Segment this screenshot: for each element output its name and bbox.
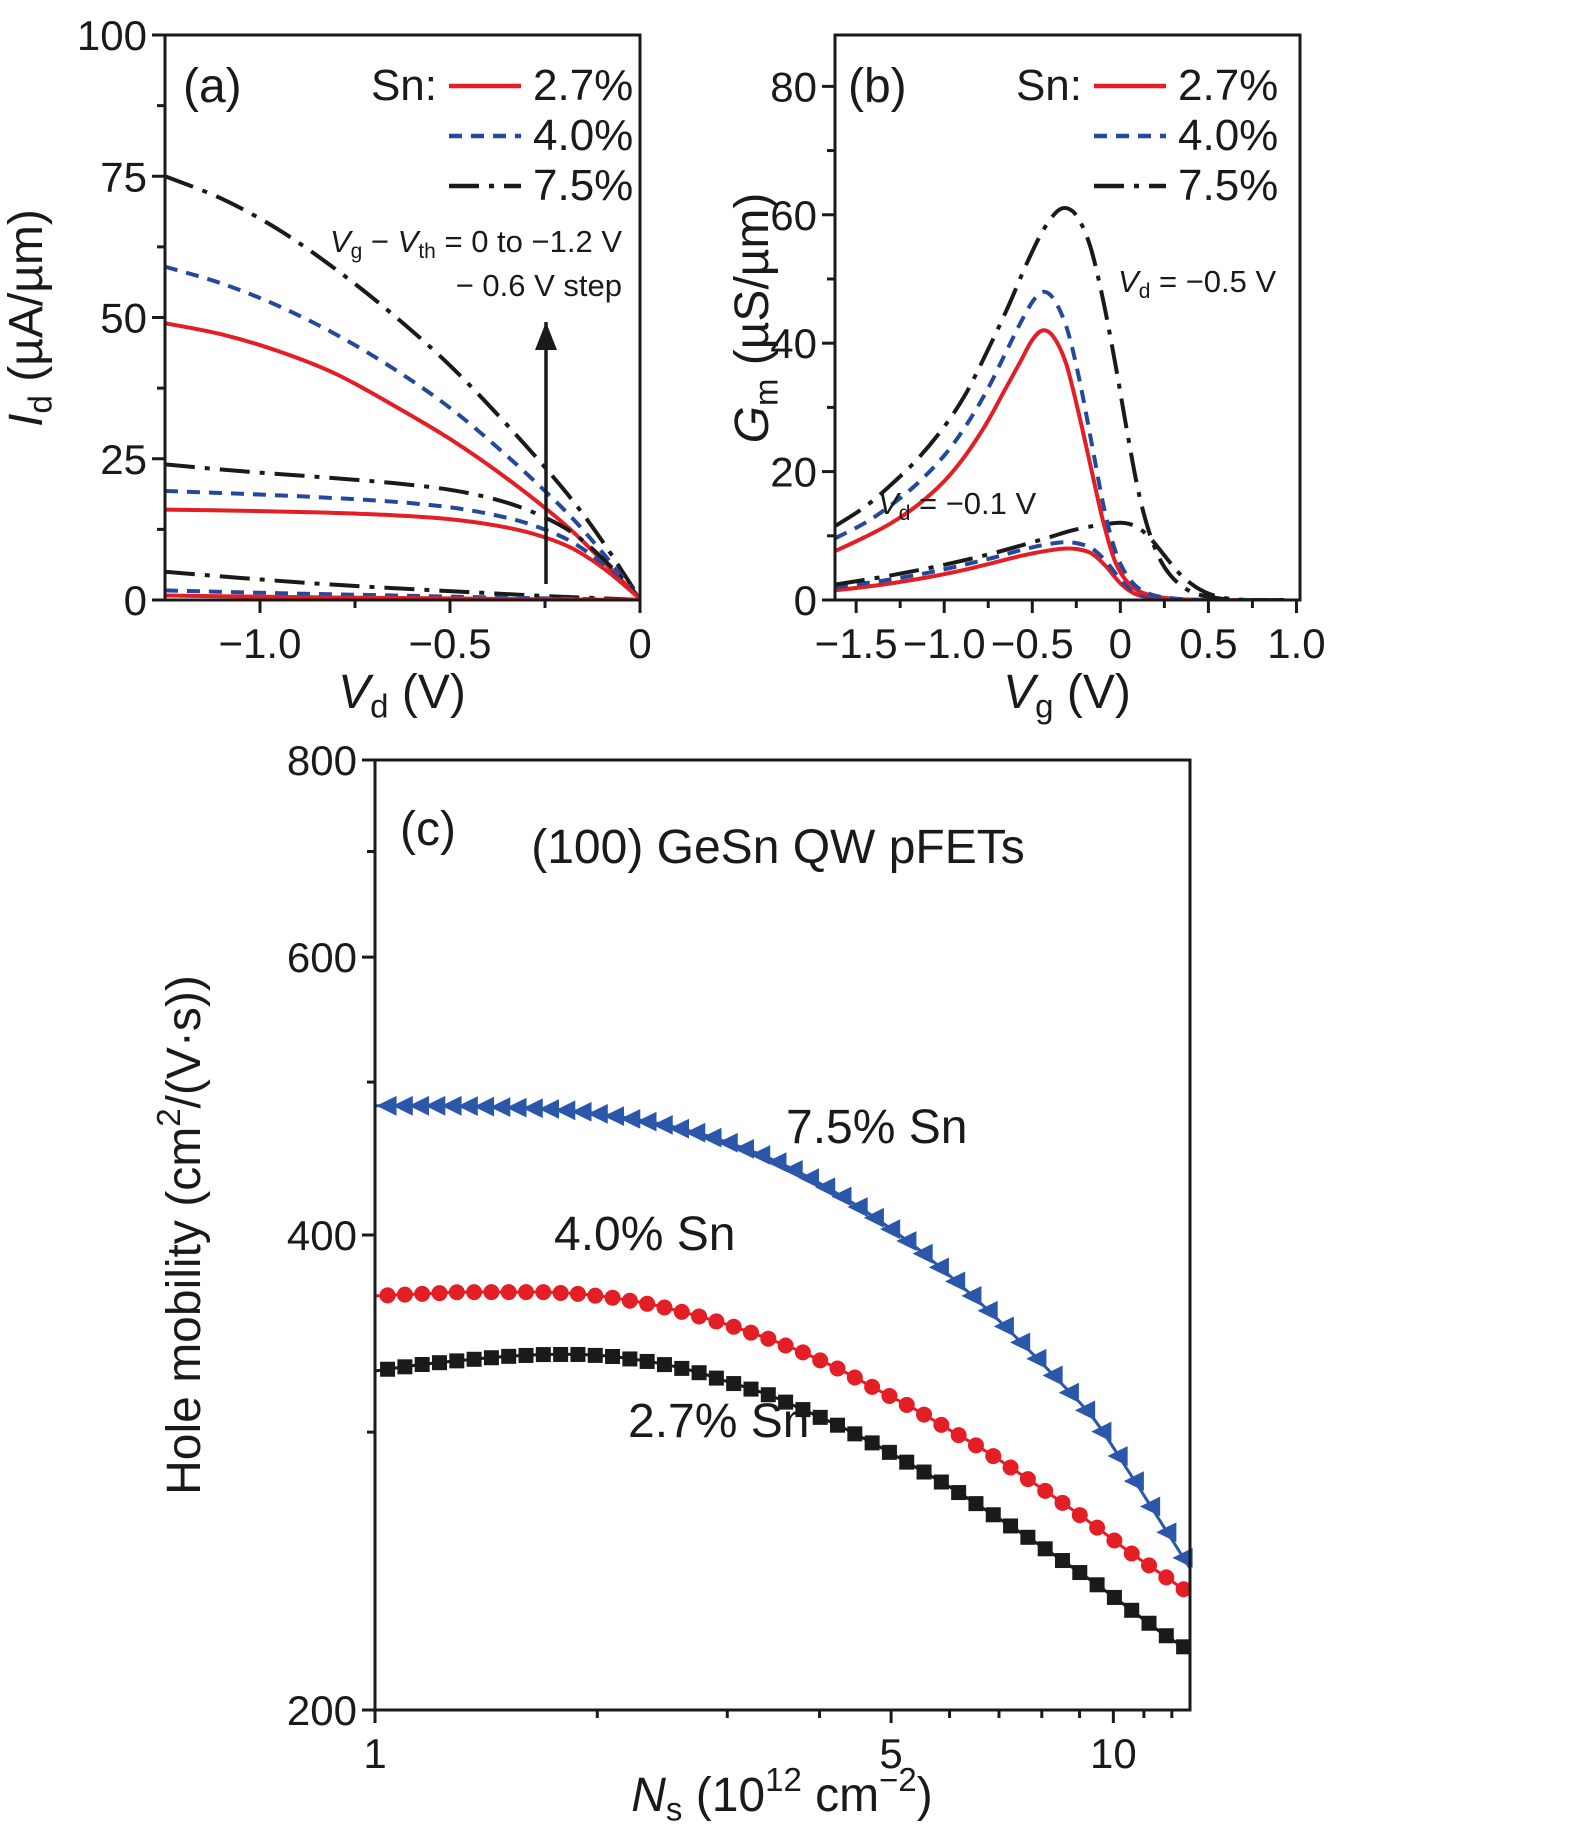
- series-area: [835, 205, 1288, 600]
- series-mob-7p5sn-markers: [376, 1095, 1193, 1568]
- legend-entry-label: 2.7%: [533, 61, 633, 110]
- legend-entry-label: 7.5%: [1178, 161, 1278, 210]
- x-tick-label: 0.5: [1179, 620, 1237, 667]
- annotation-text: 2.7% Sn: [628, 1395, 809, 1448]
- axes-ticks: 1 5 10 200 400 600 800: [287, 745, 1174, 1777]
- legend-title: Sn:: [1016, 61, 1082, 110]
- series-id-4p0sn-vov-0-line: [165, 588, 640, 600]
- series-id-4p0sn-vov-1p2-line: [165, 264, 640, 600]
- plot-border: [833, 33, 1302, 602]
- series-id-2p7sn-vov-0p6-line: [165, 507, 640, 600]
- series-gm-7p5sn-vd-0p5-line: [835, 205, 1288, 600]
- annotation-text: (a): [183, 60, 242, 113]
- panel-c-hole-mobility-chart: 1 5 10 200 400 600 800 Ns (1012 cm−2) Hole mobil…: [150, 745, 1193, 1828]
- x-tick-label: 10: [1090, 1730, 1137, 1777]
- annotation-text: (b): [848, 60, 907, 113]
- y-tick-label: 0: [124, 577, 147, 624]
- legend: Sn: 2.7%4.0%7.5%: [1016, 61, 1278, 210]
- x-axis-label: Vd (V): [338, 666, 466, 725]
- x-tick-label: 1: [363, 1730, 386, 1777]
- annotation-text: (100) GeSn QW pFETs: [531, 821, 1024, 874]
- x-tick-label: −0.5: [991, 620, 1074, 667]
- y-axis-label: Id (µA/µm): [0, 209, 59, 427]
- series-mob-2p7sn-markers: [380, 1346, 1192, 1655]
- annotation-text: Vg − Vth = 0 to −1.2 V: [330, 224, 622, 263]
- panel-b-transconductance-chart: −1.5 −1.0 −0.5 0 0.5 1.0 0 20 40 60 80 Vg (V) Gm (µS…: [730, 33, 1326, 725]
- series-gm-2p7sn-vd-0p5-line: [835, 328, 1253, 600]
- y-axis-label: Gm (µS/µm): [730, 193, 785, 444]
- y-tick-label: 50: [100, 295, 147, 342]
- x-tick-label: −0.5: [409, 620, 492, 667]
- y-tick-label: 400: [287, 1212, 357, 1259]
- y-axis-label: Hole mobility (cm2/(V·s)): [150, 975, 211, 1495]
- y-tick-label: 40: [770, 320, 817, 367]
- y-tick-label: 0: [794, 577, 817, 624]
- annotation-text: − 0.6 V step: [456, 268, 622, 303]
- legend-entry-label: 4.0%: [1178, 111, 1278, 160]
- y-tick-label: 80: [770, 63, 817, 110]
- series-gm-7p5sn-vd-0p1-line: [835, 520, 1288, 600]
- annotation-text: Vd = −0.5 V: [1118, 264, 1277, 303]
- series-area: [375, 1104, 1190, 1653]
- y-tick-label: 100: [77, 12, 147, 59]
- x-tick-label: −1.0: [903, 620, 986, 667]
- x-tick-label: −1.5: [815, 620, 898, 667]
- x-tick-label: 0: [1109, 620, 1132, 667]
- series-gm-4p0sn-vd-0p1-line: [835, 540, 1227, 600]
- x-tick-label: 5: [879, 1730, 902, 1777]
- series-mob-4p0sn-markers: [379, 1284, 1192, 1598]
- axes-ticks: −1.0 −0.5 0 0 25 50 75 100: [77, 12, 652, 667]
- x-axis-label: Ns (1012 cm−2): [631, 1761, 933, 1828]
- series-gm-4p0sn-vd-0p5-line: [835, 289, 1262, 600]
- y-tick-label: 600: [287, 934, 357, 981]
- legend-entry-label: 2.7%: [1178, 61, 1278, 110]
- y-tick-label: 20: [770, 449, 817, 496]
- y-tick-label: 75: [100, 153, 147, 200]
- series-id-7p5sn-vov-0p6-line: [165, 462, 640, 600]
- axes-ticks: −1.5 −1.0 −0.5 0 0.5 1.0 0 20 40 60 80: [770, 63, 1325, 667]
- y-tick-label: 25: [100, 436, 147, 483]
- annotation-text: 4.0% Sn: [554, 1208, 735, 1261]
- series-id-2p7sn-vov-1p2-line: [165, 321, 640, 600]
- legend-title: Sn:: [371, 61, 437, 110]
- annotation-text: (c): [400, 803, 456, 856]
- annotation-text: 7.5% Sn: [786, 1101, 967, 1154]
- annotation-text: Vd = −0.1 V: [878, 486, 1037, 525]
- legend: Sn: 2.7%4.0%7.5%: [371, 61, 633, 210]
- x-tick-label: 1.0: [1267, 620, 1325, 667]
- legend-entry-label: 4.0%: [533, 111, 633, 160]
- x-tick-label: 0: [628, 620, 651, 667]
- x-tick-label: −1.0: [219, 620, 302, 667]
- x-axis-label: Vg (V): [1003, 666, 1131, 725]
- series-id-4p0sn-vov-0p6-line: [165, 488, 640, 600]
- y-tick-label: 800: [287, 745, 357, 784]
- annotation-arrow: [535, 322, 557, 584]
- y-tick-label: 60: [770, 192, 817, 239]
- panel-a-output-characteristics-chart: −1.0 −0.5 0 0 25 50 75 100 Vd (V) Id (µA/µm) (a) Vg…: [0, 12, 652, 725]
- y-tick-label: 200: [287, 1687, 357, 1734]
- legend-entry-label: 7.5%: [533, 161, 633, 210]
